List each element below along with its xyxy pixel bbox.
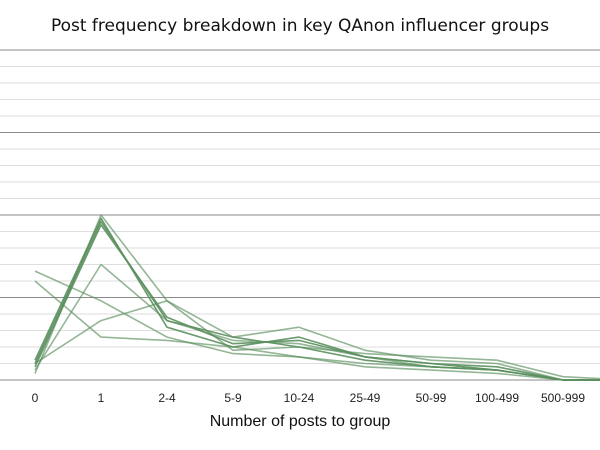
- series-line-3: [34, 217, 600, 381]
- series-line-8: [34, 299, 600, 380]
- x-tick-label: 500-999: [541, 391, 585, 405]
- x-tick-label: 0: [32, 391, 39, 405]
- series-lines: [34, 214, 600, 381]
- chart-title: Post frequency breakdown in key QAnon in…: [50, 16, 550, 36]
- series-line-1: [34, 220, 600, 381]
- x-tick-label: 5-9: [224, 391, 242, 405]
- x-axis-title: Number of posts to group: [209, 413, 391, 430]
- x-tick-labels: 0 1 2-4 5-9 10-24 25-49 50-99 100-499 500-999: [32, 391, 586, 405]
- x-tick-label: 2-4: [158, 391, 176, 405]
- x-tick-label: 50-99: [416, 391, 447, 405]
- series-line-5: [34, 214, 600, 381]
- series-line-4: [34, 263, 600, 381]
- x-tick-label: 1: [98, 391, 105, 405]
- x-tick-label: 10-24: [284, 391, 315, 405]
- series-line-6: [34, 270, 600, 381]
- gridlines: [0, 49, 600, 381]
- series-line-7: [34, 280, 600, 381]
- x-tick-label: 25-49: [350, 391, 381, 405]
- x-tick-label: 100-499: [475, 391, 519, 405]
